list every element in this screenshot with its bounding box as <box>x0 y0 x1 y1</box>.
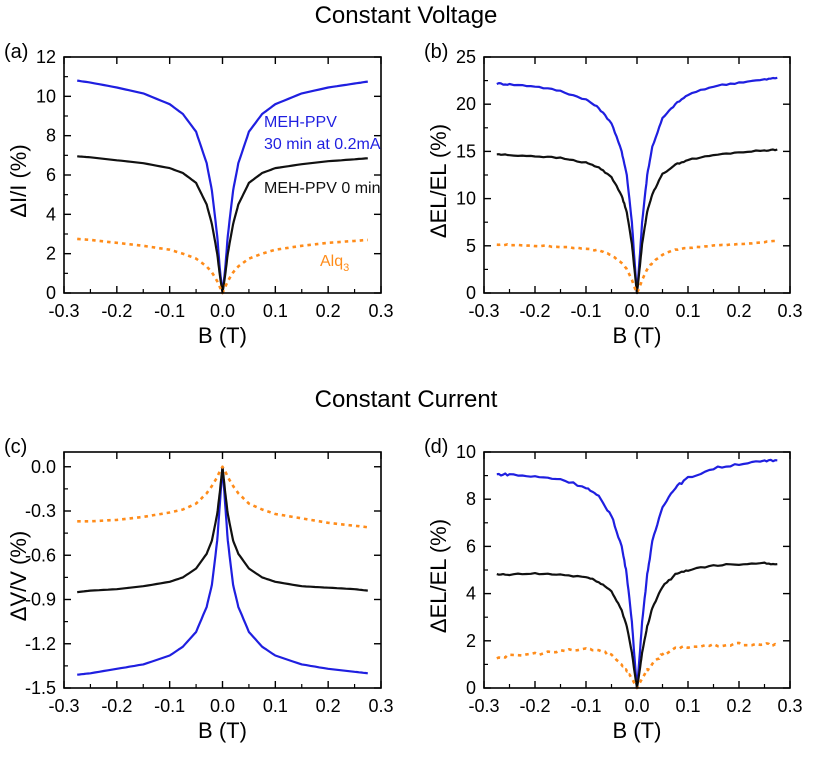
y-tick-label-d: 10 <box>456 442 476 462</box>
annotation-black: MEH-PPV 0 min <box>264 180 380 197</box>
section-title-constant-voltage: Constant Voltage <box>314 2 498 29</box>
x-axis-label-d: B (T) <box>613 718 662 743</box>
x-tick-label-a: -0.2 <box>101 301 132 321</box>
x-tick-label-a: 0.2 <box>316 301 341 321</box>
y-tick-label-a: 10 <box>36 86 56 106</box>
panel-label-a: (a) <box>4 41 28 63</box>
x-tick-label-d: 0.3 <box>777 696 802 716</box>
series-line-d-2 <box>496 561 778 690</box>
y-tick-label-a: 8 <box>46 126 56 146</box>
y-axis-label-c: ΔV/V (%) <box>6 531 31 621</box>
y-tick-label-c: -1.5 <box>25 678 56 698</box>
series-line-c-2 <box>77 465 368 594</box>
x-tick-label-a: 0.1 <box>263 301 288 321</box>
annotation-blue1: MEH-PPV <box>264 114 337 131</box>
y-tick-label-c: -0.6 <box>25 545 56 565</box>
x-tick-label-a: 0.3 <box>368 301 393 321</box>
x-tick-label-c: -0.3 <box>48 696 79 716</box>
y-tick-label-b: 10 <box>456 189 476 209</box>
section-title-constant-current: Constant Current <box>314 386 498 413</box>
series-line-a-3 <box>77 237 368 295</box>
x-tick-label-b: -0.1 <box>570 301 601 321</box>
x-axis-label-b: B (T) <box>613 323 662 348</box>
y-tick-label-b: 5 <box>466 236 476 256</box>
series-line-a-2 <box>77 155 368 295</box>
panel-label-d: (d) <box>424 436 448 458</box>
series-line-b-1 <box>496 76 778 295</box>
x-tick-label-d: 0.2 <box>726 696 751 716</box>
x-tick-label-a: -0.3 <box>48 301 79 321</box>
series-line-b-3 <box>496 239 778 295</box>
annotation-blue2: 30 min at 0.2mA <box>264 136 381 153</box>
x-tick-label-b: 0.1 <box>675 301 700 321</box>
y-axis-label-a: ΔI/I (%) <box>6 144 31 217</box>
x-tick-label-b: -0.2 <box>519 301 550 321</box>
y-tick-label-a: 4 <box>46 204 56 224</box>
y-tick-label-c: -0.3 <box>25 501 56 521</box>
x-tick-label-a: -0.1 <box>154 301 185 321</box>
y-tick-label-a: 12 <box>36 47 56 67</box>
x-tick-label-b: 0.2 <box>726 301 751 321</box>
annotation-subscript: 3 <box>343 262 349 274</box>
x-tick-label-d: -0.2 <box>519 696 550 716</box>
y-tick-label-c: -0.9 <box>25 590 56 610</box>
annotation-alq: Alq3 <box>320 253 349 274</box>
y-tick-label-d: 0 <box>466 678 476 698</box>
y-tick-label-a: 0 <box>46 283 56 303</box>
y-tick-label-a: 2 <box>46 244 56 264</box>
y-tick-label-a: 6 <box>46 165 56 185</box>
plot-frame-d <box>483 451 791 689</box>
y-tick-label-c: 0.0 <box>31 457 56 477</box>
x-axis-label-c: B (T) <box>198 718 247 743</box>
x-tick-label-b: 0.0 <box>624 301 649 321</box>
plot-frame-a <box>63 56 382 294</box>
y-axis-label-b: ΔEL/EL (%) <box>426 124 451 238</box>
y-tick-label-d: 2 <box>466 631 476 651</box>
x-tick-label-c: 0.1 <box>263 696 288 716</box>
x-tick-label-d: 0.1 <box>675 696 700 716</box>
x-tick-label-d: -0.1 <box>570 696 601 716</box>
x-tick-label-c: 0.3 <box>368 696 393 716</box>
x-tick-label-b: 0.3 <box>777 301 802 321</box>
y-tick-label-c: -1.2 <box>25 634 56 654</box>
series-line-c-3 <box>77 465 368 529</box>
y-tick-label-b: 0 <box>466 283 476 303</box>
x-tick-label-c: -0.1 <box>154 696 185 716</box>
x-tick-label-b: -0.3 <box>468 301 499 321</box>
y-tick-label-b: 25 <box>456 47 476 67</box>
x-axis-label-a: B (T) <box>198 323 247 348</box>
y-axis-label-d: ΔEL/EL (%) <box>426 519 451 633</box>
plot-frame-b <box>483 56 791 294</box>
series-line-c-1 <box>77 465 368 676</box>
y-tick-label-b: 15 <box>456 141 476 161</box>
y-tick-label-b: 20 <box>456 94 476 114</box>
panel-label-c: (c) <box>4 436 27 458</box>
series-line-d-1 <box>496 458 778 690</box>
y-tick-label-d: 4 <box>466 584 476 604</box>
x-tick-label-d: -0.3 <box>468 696 499 716</box>
series-line-b-2 <box>496 148 778 295</box>
panel-label-b: (b) <box>424 41 448 63</box>
x-tick-label-c: -0.2 <box>101 696 132 716</box>
plot-frame-c <box>63 451 382 689</box>
y-tick-label-d: 6 <box>466 536 476 556</box>
x-tick-label-c: 0.2 <box>316 696 341 716</box>
x-tick-label-a: 0.0 <box>210 301 235 321</box>
x-tick-label-c: 0.0 <box>210 696 235 716</box>
series-line-d-3 <box>496 641 778 690</box>
x-tick-label-d: 0.0 <box>624 696 649 716</box>
series-line-a-1 <box>77 79 368 295</box>
y-tick-label-d: 8 <box>466 489 476 509</box>
